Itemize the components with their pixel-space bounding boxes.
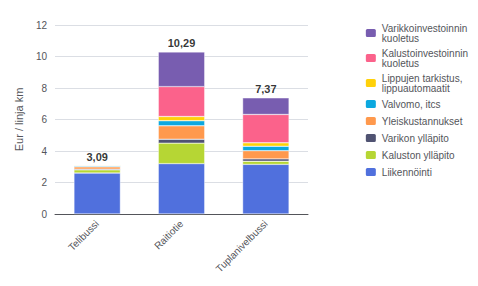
svg-text:Kalustoinvestoinnin: Kalustoinvestoinnin: [381, 47, 468, 59]
svg-text:Kaluston ylläpito: Kaluston ylläpito: [382, 150, 455, 161]
svg-text:Lippujen tarkistus,: Lippujen tarkistus,: [381, 72, 463, 84]
svg-text:6: 6: [41, 114, 47, 125]
svg-text:kuoletus: kuoletus: [382, 58, 419, 69]
svg-text:Tuplanivelbussi: Tuplanivelbussi: [214, 218, 270, 274]
svg-text:Varikon ylläpito: Varikon ylläpito: [382, 133, 450, 144]
svg-text:Eur / linja km: Eur / linja km: [13, 88, 25, 152]
svg-text:8: 8: [41, 83, 47, 94]
svg-text:10: 10: [36, 51, 48, 62]
svg-text:Liikennöinti: Liikennöinti: [382, 167, 432, 178]
svg-text:kuoletus: kuoletus: [382, 33, 419, 44]
svg-text:3,09: 3,09: [86, 151, 107, 163]
svg-text:2: 2: [41, 177, 47, 188]
svg-text:4: 4: [41, 146, 47, 157]
svg-text:7,37: 7,37: [255, 83, 276, 95]
svg-text:Raitiotie: Raitiotie: [152, 218, 186, 252]
svg-text:Telibussi: Telibussi: [66, 218, 101, 253]
svg-text:0: 0: [41, 209, 47, 220]
svg-text:12: 12: [36, 20, 48, 31]
svg-text:lippuautomaatit: lippuautomaatit: [382, 83, 450, 94]
svg-text:10,29: 10,29: [168, 37, 196, 49]
svg-text:Varikkoinvestoinnin: Varikkoinvestoinnin: [381, 22, 468, 34]
svg-text:Yleiskustannukset: Yleiskustannukset: [382, 116, 463, 127]
svg-text:Valvomo, itcs: Valvomo, itcs: [382, 99, 441, 110]
